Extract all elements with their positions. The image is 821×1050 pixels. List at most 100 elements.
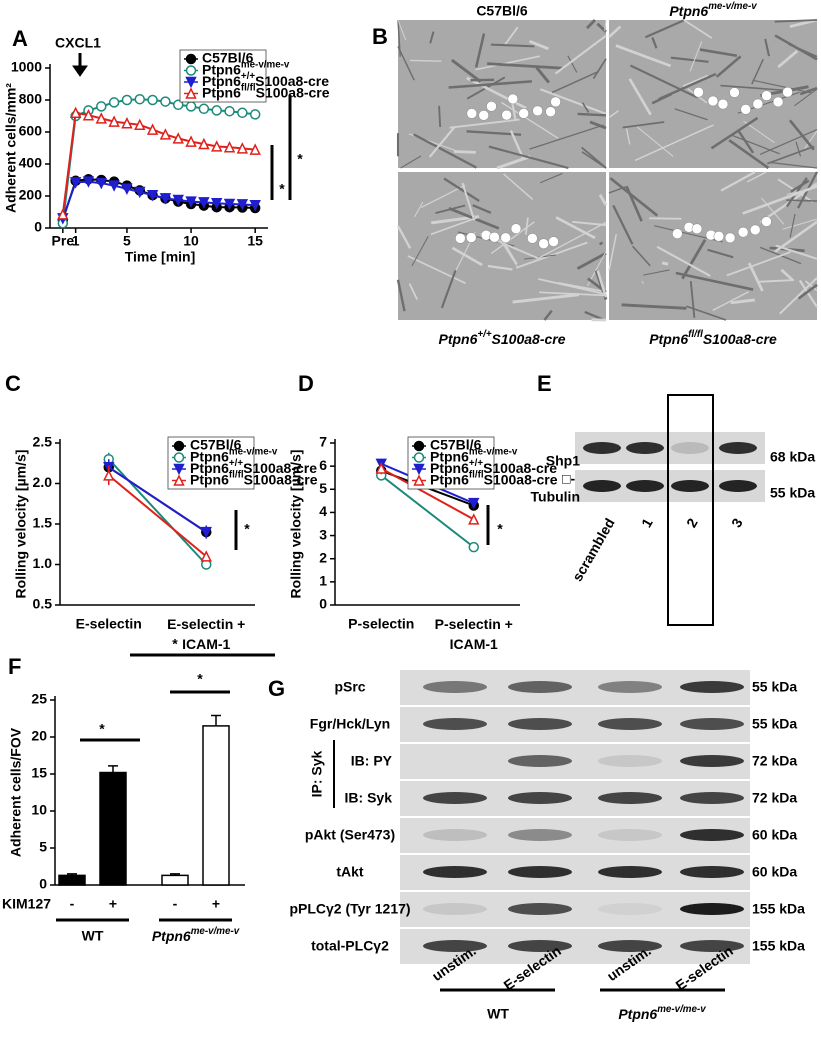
texture — [539, 88, 607, 115]
band — [508, 792, 572, 804]
texture — [461, 182, 476, 221]
cell — [693, 86, 704, 98]
marker — [69, 177, 82, 189]
legend-label: Ptpn6+/+S100a8-cre — [202, 71, 329, 89]
band — [423, 718, 487, 730]
y-axis-label: Adherent cells/mm² — [3, 83, 19, 213]
marker — [69, 106, 82, 119]
band — [598, 940, 662, 952]
y-tick-label: 4 — [319, 503, 327, 519]
x-tick-label: 10 — [183, 233, 199, 249]
series-line — [61, 111, 256, 215]
annotation: * — [279, 181, 285, 197]
texture — [746, 171, 767, 183]
texture — [438, 105, 442, 128]
texture — [472, 204, 492, 214]
series-line — [380, 474, 475, 548]
bar — [58, 874, 86, 886]
cell — [545, 106, 556, 117]
texture — [428, 126, 456, 158]
marker — [198, 197, 210, 209]
y-tick-label: 2 — [319, 549, 327, 565]
error-bar — [170, 873, 180, 876]
texture — [448, 80, 532, 89]
texture — [475, 55, 541, 71]
texture — [786, 186, 818, 196]
texture — [543, 309, 553, 321]
texture — [625, 185, 643, 222]
texture — [644, 19, 686, 39]
texture — [576, 251, 607, 270]
y-tick-label: 400 — [19, 155, 43, 171]
group-label: WT — [487, 1006, 509, 1022]
band — [680, 866, 744, 878]
band — [680, 755, 744, 767]
texture — [512, 293, 580, 304]
texture — [804, 280, 818, 292]
texture — [661, 261, 669, 266]
texture — [466, 76, 527, 110]
blot-row-label: pPLCγ2 (Tyr 1217) — [289, 901, 410, 917]
texture — [608, 233, 618, 271]
x-tick-label: Pre — [52, 233, 75, 249]
cell — [500, 232, 511, 244]
x-tick-label: 15 — [247, 233, 263, 249]
annotation: * — [244, 521, 250, 537]
marker — [185, 135, 197, 147]
texture — [689, 41, 703, 72]
bar — [161, 874, 189, 886]
annotation: * — [197, 671, 203, 687]
series-line — [108, 474, 207, 558]
texture — [411, 236, 429, 267]
marker — [134, 93, 146, 105]
annotation: * — [99, 721, 105, 737]
micrograph-label: Ptpn6me-v/me-v — [669, 1, 757, 19]
marker — [468, 541, 479, 553]
texture — [596, 270, 608, 298]
texture — [747, 262, 764, 292]
texture — [598, 193, 608, 206]
texture — [435, 204, 466, 214]
texture — [581, 146, 607, 169]
marker — [237, 107, 248, 119]
texture — [786, 199, 818, 202]
texture — [488, 145, 569, 170]
x-tick-label: P-selectin — [348, 616, 414, 632]
y-tick-label: 7 — [319, 434, 327, 450]
y-tick-label: 1000 — [11, 59, 42, 75]
y-tick-label: 25 — [31, 691, 47, 707]
marker — [200, 526, 212, 539]
texture — [539, 291, 606, 297]
cell — [749, 224, 761, 236]
texture — [608, 25, 622, 38]
texture — [487, 264, 513, 271]
blot-size: 60 kDa — [752, 864, 797, 880]
marker — [468, 497, 480, 510]
y-tick-label: 200 — [19, 187, 43, 203]
band — [671, 442, 709, 454]
blot-row-label: total-PLCγ2 — [311, 938, 389, 954]
blot-row-label: tAkt — [336, 864, 364, 880]
texture — [799, 86, 818, 96]
y-axis-label: Adherent cells/FOV — [8, 727, 24, 857]
y-tick-label: 3 — [319, 526, 327, 542]
legend-label: Ptpn6me-v/me-v — [202, 60, 290, 78]
cell — [501, 109, 512, 121]
annotation: * — [297, 151, 303, 167]
error-bar — [211, 714, 221, 726]
marker — [146, 123, 159, 135]
band — [508, 681, 572, 693]
band — [423, 903, 487, 915]
texture — [397, 19, 407, 41]
y-tick-label: 0 — [39, 876, 47, 892]
texture — [554, 34, 607, 75]
cell — [740, 104, 751, 115]
y-tick-label: 2.0 — [33, 474, 53, 490]
y-tick-label: 6 — [319, 457, 327, 473]
cell — [518, 108, 529, 119]
texture — [551, 70, 599, 94]
texture — [555, 216, 596, 240]
micrographs — [396, 18, 818, 322]
texture — [420, 184, 466, 209]
